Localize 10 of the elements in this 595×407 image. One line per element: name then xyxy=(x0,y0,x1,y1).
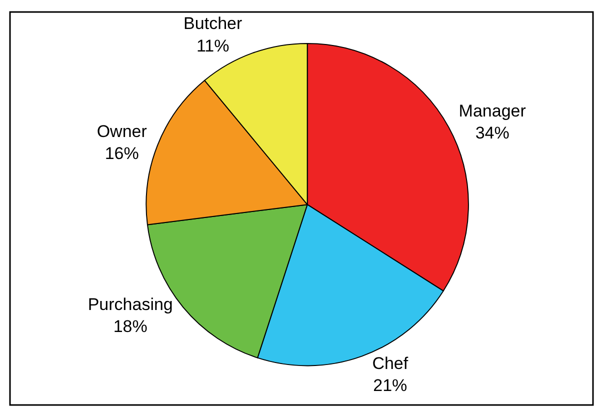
data-label: 11% xyxy=(196,36,230,56)
slice-label: Purchasing xyxy=(88,295,173,314)
data-label: 16% xyxy=(104,144,139,164)
data-label: 18% xyxy=(113,317,148,336)
slice-label: Owner xyxy=(96,122,148,141)
slice-label: Butcher xyxy=(184,14,242,34)
data-label: 34% xyxy=(475,124,510,143)
slice-label: Chef xyxy=(372,354,408,373)
data-label: 21% xyxy=(373,376,408,395)
slice-label: Manager xyxy=(458,102,526,121)
